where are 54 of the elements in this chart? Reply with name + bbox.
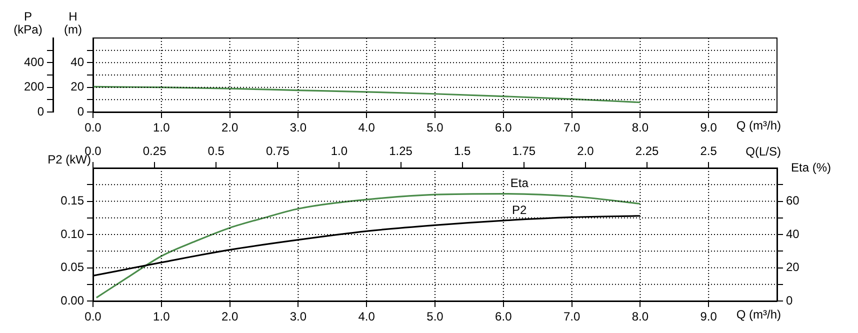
x2-axis-title: Q(L/S) — [746, 144, 781, 158]
x-tick-label: 6.0 — [495, 310, 512, 324]
line-series — [93, 86, 641, 104]
y-tick-label: 20 — [70, 80, 84, 94]
x-tick-label: 2.0 — [221, 120, 238, 135]
x-tick-label: 0.0 — [84, 120, 102, 135]
x-axis-title: Q (m³/h) — [736, 307, 781, 322]
x-tick-label: 9.0 — [700, 120, 718, 135]
y-tick-label: 0 — [77, 104, 84, 118]
x-tick-label: 2.0 — [221, 310, 238, 324]
x-tick-label: 0.0 — [84, 310, 102, 324]
x2-tick-label: 2.5 — [700, 144, 718, 158]
y2-tick-label: 0 — [37, 104, 44, 118]
y-tick-label: 0.15 — [60, 194, 84, 208]
x-tick-label: 7.0 — [563, 120, 580, 135]
y2-tick-label: 20 — [786, 260, 800, 274]
y-axis-title: H (m) — [64, 9, 82, 36]
x2-tick-label: 0.75 — [266, 144, 290, 158]
x-tick-label: 7.0 — [563, 310, 580, 324]
y-tick-label: 0.10 — [60, 226, 84, 241]
line-series — [96, 192, 641, 298]
y-tick-label: 40 — [70, 54, 84, 69]
y2-tick-label: 60 — [786, 194, 800, 208]
x2-tick-label: 2.0 — [577, 144, 594, 158]
x2-tick-label: 0.25 — [142, 144, 167, 158]
y2-tick-label: 400 — [24, 54, 44, 69]
x-tick-label: 8.0 — [632, 310, 649, 324]
y2-tick-label: 200 — [24, 80, 44, 94]
x-tick-label: 6.0 — [495, 120, 512, 135]
x2-tick-label: 2.25 — [635, 144, 659, 158]
y2-axis-title: P (kPa) — [14, 9, 42, 36]
x-tick-label: 8.0 — [632, 120, 649, 135]
x2-tick-label: 1.75 — [512, 144, 536, 158]
x-tick-label: 4.0 — [358, 310, 376, 324]
x-tick-label: 1.0 — [153, 310, 170, 324]
x-tick-label: 1.0 — [153, 120, 170, 135]
x2-tick-label: 0.5 — [208, 144, 225, 158]
y2-tick-label: 0 — [786, 293, 793, 308]
x-tick-label: 5.0 — [426, 310, 444, 324]
x-axis-title: Q (m³/h) — [736, 118, 781, 132]
x2-tick-label: 1.5 — [454, 144, 471, 158]
y-tick-label: 0.00 — [60, 293, 84, 308]
x-tick-label: 5.0 — [426, 120, 444, 135]
x2-tick-label: 1.25 — [389, 144, 413, 158]
x-tick-label: 4.0 — [358, 120, 376, 135]
x2-tick-label: 1.0 — [330, 144, 348, 158]
y-tick-label: 0.05 — [60, 260, 84, 274]
series-label: Eta — [510, 176, 529, 190]
x-tick-label: 3.0 — [290, 310, 307, 324]
x-tick-label: 9.0 — [700, 310, 718, 324]
y2-axis-title: Eta (%) — [791, 160, 832, 174]
y2-tick-label: 40 — [786, 226, 800, 241]
x-tick-label: 3.0 — [290, 120, 307, 135]
series-label: P2 — [512, 202, 528, 217]
